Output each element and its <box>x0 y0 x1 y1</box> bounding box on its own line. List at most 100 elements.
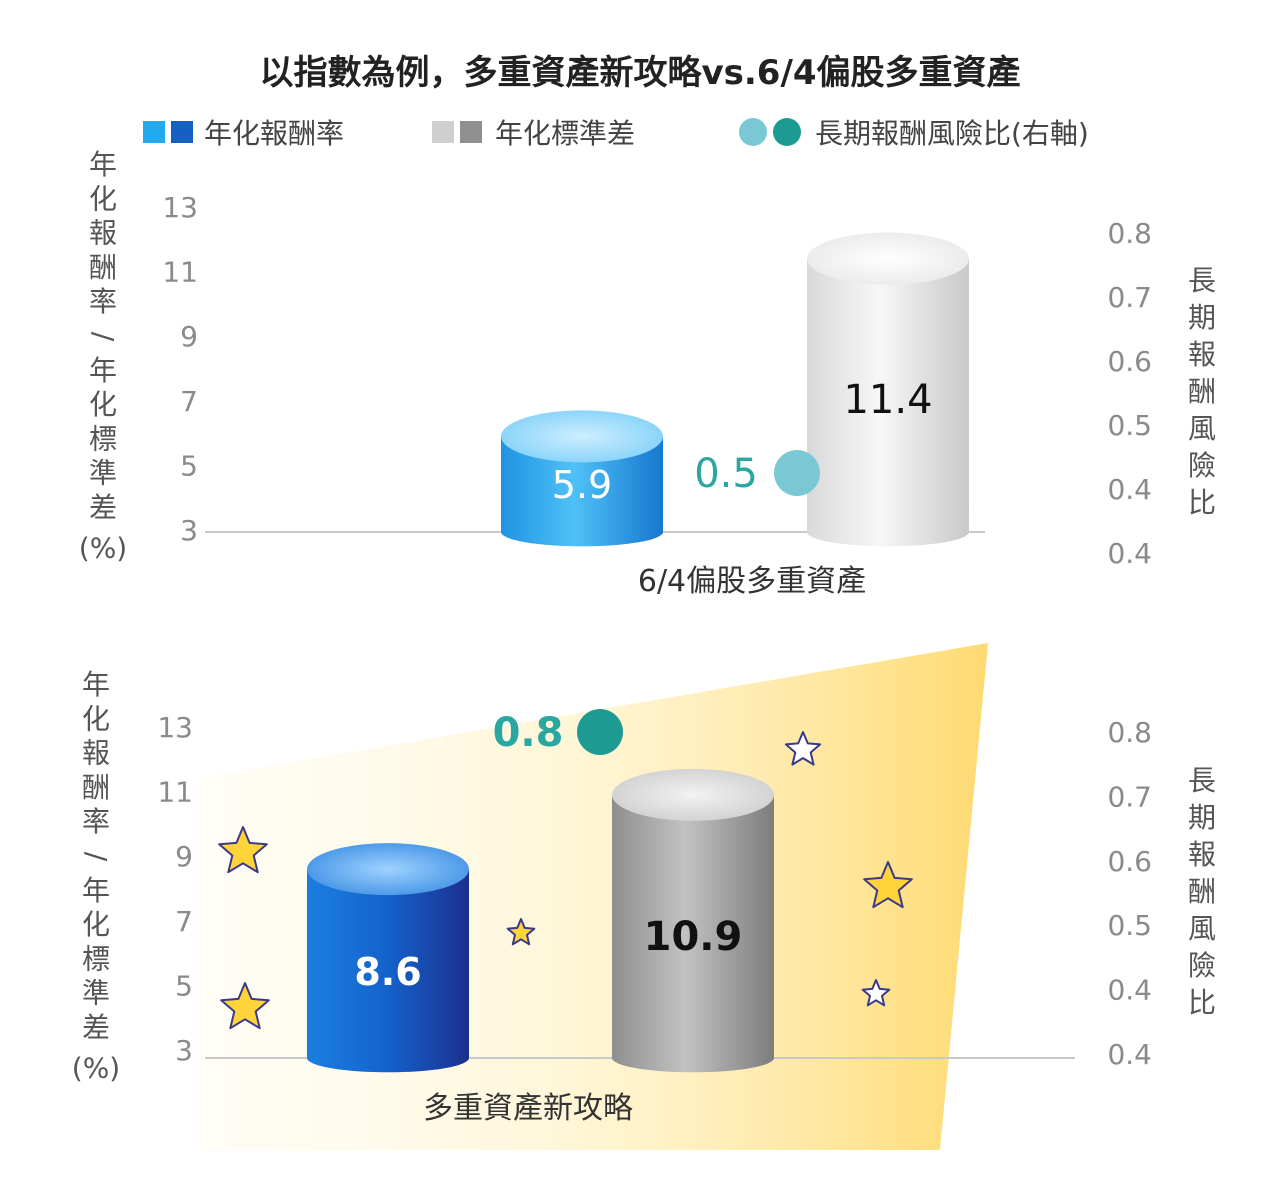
y-axis-title-char: 差 <box>89 491 117 524</box>
legend: 年化報酬率 年化標準差 長期報酬風險比(右軸) <box>143 117 1089 150</box>
y-tick-label: 3 <box>175 1034 193 1067</box>
y-axis-title-char: 化 <box>89 182 117 215</box>
y2-tick-label: 0.5 <box>1107 909 1152 942</box>
bar-body <box>807 258 969 547</box>
y-axis-title-char: / <box>87 332 120 342</box>
y2-tick-label: 0.8 <box>1107 217 1152 250</box>
ratio-value-label: 0.8 <box>493 710 564 756</box>
star-icon <box>861 979 891 1007</box>
y2-axis-title-char: 風 <box>1188 912 1216 945</box>
y-tick-label: 13 <box>162 191 198 224</box>
y2-axis-title-char: 風 <box>1188 412 1216 445</box>
star-icon <box>506 918 536 946</box>
bar: 8.6 <box>307 843 469 1073</box>
y-axis-title-char: 化 <box>89 388 117 421</box>
category-label: 多重資產新攻略 <box>423 1091 633 1126</box>
y-tick-label: 11 <box>162 256 198 289</box>
y2-axis-title-char: 酬 <box>1188 375 1216 408</box>
y-tick-label: 9 <box>175 840 193 873</box>
y2-axis-title-char: 比 <box>1188 486 1216 519</box>
star-icon <box>220 982 270 1030</box>
legend-std-swatch-light <box>432 121 454 143</box>
y-axis-title-char: 年 <box>82 668 110 701</box>
legend-ratio-dot-dark <box>773 118 801 146</box>
y-axis-title-char: 報 <box>89 217 117 250</box>
y-axis-title-char: 年 <box>89 354 117 387</box>
y-axis-title-char: / <box>80 852 113 862</box>
y-axis-title-char: 年 <box>89 148 117 181</box>
y2-tick-label: 0.5 <box>1107 409 1152 442</box>
legend-return-swatch-dark <box>171 121 193 143</box>
y2-axis-title-char: 比 <box>1188 986 1216 1019</box>
y-axis-title-char: 酬 <box>82 771 110 804</box>
y2-tick-label: 0.4 <box>1107 974 1152 1007</box>
y-axis-title-char: 率 <box>82 805 110 838</box>
y-axis-unit: (%) <box>79 531 127 564</box>
legend-std-swatch-dark <box>460 121 482 143</box>
y-tick-label: 5 <box>180 449 198 482</box>
y-axis-title-char: 差 <box>82 1011 110 1044</box>
y-tick-label: 7 <box>180 385 198 418</box>
bar-body <box>501 436 663 547</box>
panel-top: 131197530.80.70.60.50.40.4年化報酬率/年化標準差(%)… <box>79 148 1216 599</box>
y-axis-title-char: 年 <box>82 874 110 907</box>
y-tick-label: 11 <box>157 776 193 809</box>
y-axis-title-char: 標 <box>89 422 117 455</box>
panel-bottom: 131197530.80.70.60.50.40.4年化報酬率/年化標準差(%)… <box>72 668 1216 1126</box>
category-label: 6/4偏股多重資產 <box>638 564 866 599</box>
ratio-point <box>577 709 623 755</box>
decorative-stars <box>218 731 913 1030</box>
y2-axis-title-char: 期 <box>1188 301 1216 334</box>
legend-return-label: 年化報酬率 <box>204 117 344 150</box>
legend-std-label: 年化標準差 <box>495 117 635 150</box>
y-axis-title-char: 率 <box>89 285 117 318</box>
legend-return-swatch-light <box>143 121 165 143</box>
y-axis-unit: (%) <box>72 1051 120 1084</box>
y2-tick-label: 0.4 <box>1107 537 1152 570</box>
y-axis-title-char: 標 <box>82 942 110 975</box>
y-axis-title-char: 化 <box>82 908 110 941</box>
bar-value-label: 10.9 <box>644 914 743 960</box>
star-icon <box>784 731 822 766</box>
y2-axis-title-char: 酬 <box>1188 875 1216 908</box>
y-axis-title-char: 化 <box>82 702 110 735</box>
y-tick-label: 5 <box>175 969 193 1002</box>
y-axis-title-char: 酬 <box>89 251 117 284</box>
bar-cap <box>501 410 663 463</box>
y2-tick-label: 0.6 <box>1107 345 1152 378</box>
bar: 10.9 <box>612 768 774 1073</box>
star-icon <box>218 826 268 874</box>
bar-cap <box>807 232 969 285</box>
bar: 11.4 <box>807 232 969 547</box>
y-tick-label: 3 <box>180 514 198 547</box>
legend-ratio-dot-light <box>739 118 767 146</box>
y2-tick-label: 0.4 <box>1107 473 1152 506</box>
bar-value-label: 11.4 <box>843 377 932 423</box>
y-axis-title-char: 報 <box>82 737 110 770</box>
y-axis-title-char: 準 <box>82 977 110 1010</box>
y2-tick-label: 0.8 <box>1107 716 1152 749</box>
chart-title: 以指數為例，多重資產新攻略vs.6/4偏股多重資產 <box>259 53 1020 93</box>
y2-tick-label: 0.7 <box>1107 780 1152 813</box>
y2-tick-label: 0.4 <box>1107 1038 1152 1071</box>
bar-value-label: 5.9 <box>552 463 612 507</box>
bar-body <box>612 794 774 1073</box>
y2-axis-title-char: 長 <box>1188 764 1216 797</box>
y2-tick-label: 0.7 <box>1107 281 1152 314</box>
y2-axis-title-char: 期 <box>1188 801 1216 834</box>
y2-axis-title-char: 報 <box>1188 338 1216 371</box>
bar-body <box>307 869 469 1073</box>
y2-axis-title-char: 險 <box>1188 449 1216 482</box>
y2-tick-label: 0.6 <box>1107 845 1152 878</box>
y2-axis-title-char: 報 <box>1188 838 1216 871</box>
y-tick-label: 7 <box>175 905 193 938</box>
star-icon <box>863 861 913 909</box>
y-tick-label: 13 <box>157 711 193 744</box>
y2-axis-title-char: 長 <box>1188 264 1216 297</box>
legend-ratio-label: 長期報酬風險比(右軸) <box>815 117 1089 150</box>
bar-value-label: 8.6 <box>354 950 421 994</box>
y2-axis-title-char: 險 <box>1188 949 1216 982</box>
y-tick-label: 9 <box>180 320 198 353</box>
bar-cap <box>307 843 469 896</box>
